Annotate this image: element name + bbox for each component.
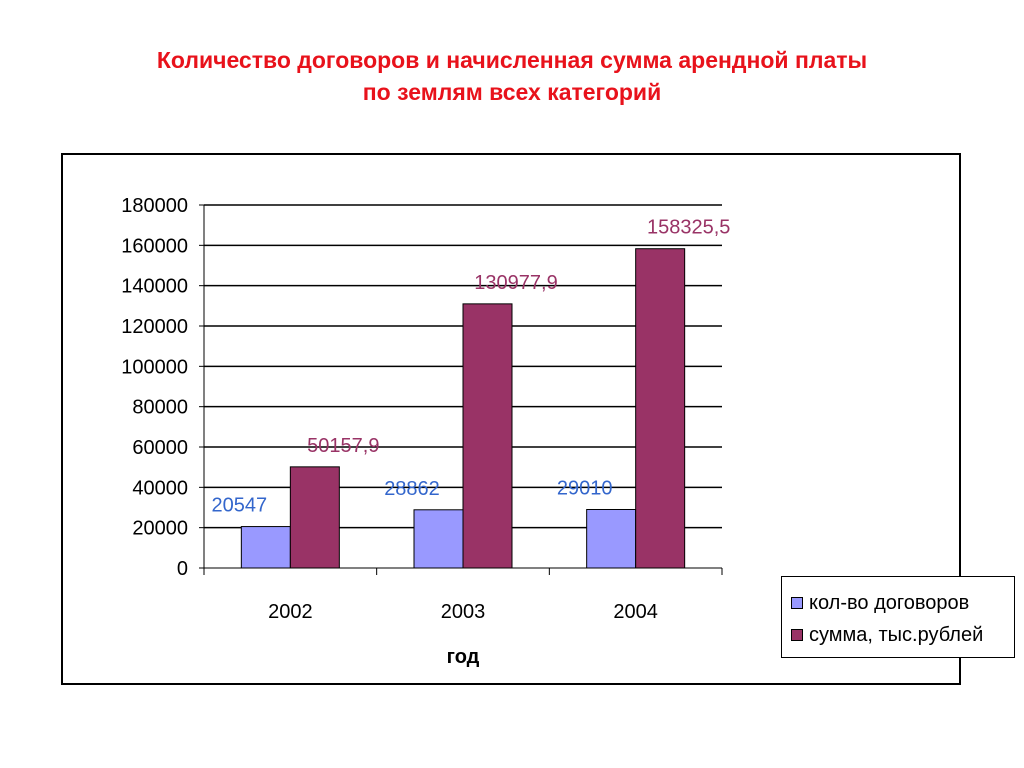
bar-series1	[240, 526, 291, 569]
y-tick-label: 160000	[121, 235, 188, 257]
data-label: 130977,9	[474, 272, 557, 294]
y-tick-label: 100000	[121, 356, 188, 378]
chart-plot: 0 20000 40000 60000 80000 100000 120000 140000 1…	[121, 195, 730, 668]
x-tick-label: 2002	[268, 601, 313, 623]
y-tick-label: 140000	[121, 276, 188, 298]
legend-swatch-series1	[791, 597, 803, 609]
legend-swatch-series2	[791, 629, 803, 641]
title-line-1: Количество договоров и начисленная сумма…	[156, 47, 868, 73]
chart-frame: 0 20000 40000 60000 80000 100000 120000 140000 1…	[61, 153, 1015, 685]
y-tick-label: 40000	[132, 477, 188, 499]
x-axis-title: год	[447, 646, 480, 668]
data-label: 158325,5	[647, 217, 730, 239]
legend-label-series2: сумма, тыс.рублей	[809, 623, 984, 646]
bar-series2	[635, 248, 686, 569]
bar-series2	[289, 466, 340, 569]
y-tick-label: 20000	[132, 518, 188, 540]
legend: кол-во договоров сумма, тыс.рублей	[781, 576, 1015, 658]
bar-series1	[413, 509, 464, 569]
data-label: 50157,9	[307, 435, 379, 457]
title-line-2: по землям всех категорий	[362, 79, 662, 105]
legend-item-series2: сумма, тыс.рублей	[791, 622, 983, 648]
y-tick-label: 80000	[132, 397, 188, 419]
y-tick-label: 60000	[132, 437, 188, 459]
data-label: 29010	[557, 477, 613, 499]
bar-series1	[586, 508, 637, 569]
y-tick-label: 120000	[121, 316, 188, 338]
bar-series2	[462, 303, 513, 569]
legend-item-series1: кол-во договоров	[791, 590, 969, 616]
x-tick-label: 2003	[441, 601, 486, 623]
y-tick-label: 180000	[121, 195, 188, 217]
legend-label-series1: кол-во договоров	[809, 591, 970, 614]
y-tick-label: 0	[177, 558, 188, 580]
x-tick-label: 2004	[613, 601, 658, 623]
data-label: 20547	[212, 495, 268, 517]
data-label: 28862	[384, 478, 440, 500]
slide-title: Количество договоров и начисленная сумма…	[40, 44, 984, 108]
